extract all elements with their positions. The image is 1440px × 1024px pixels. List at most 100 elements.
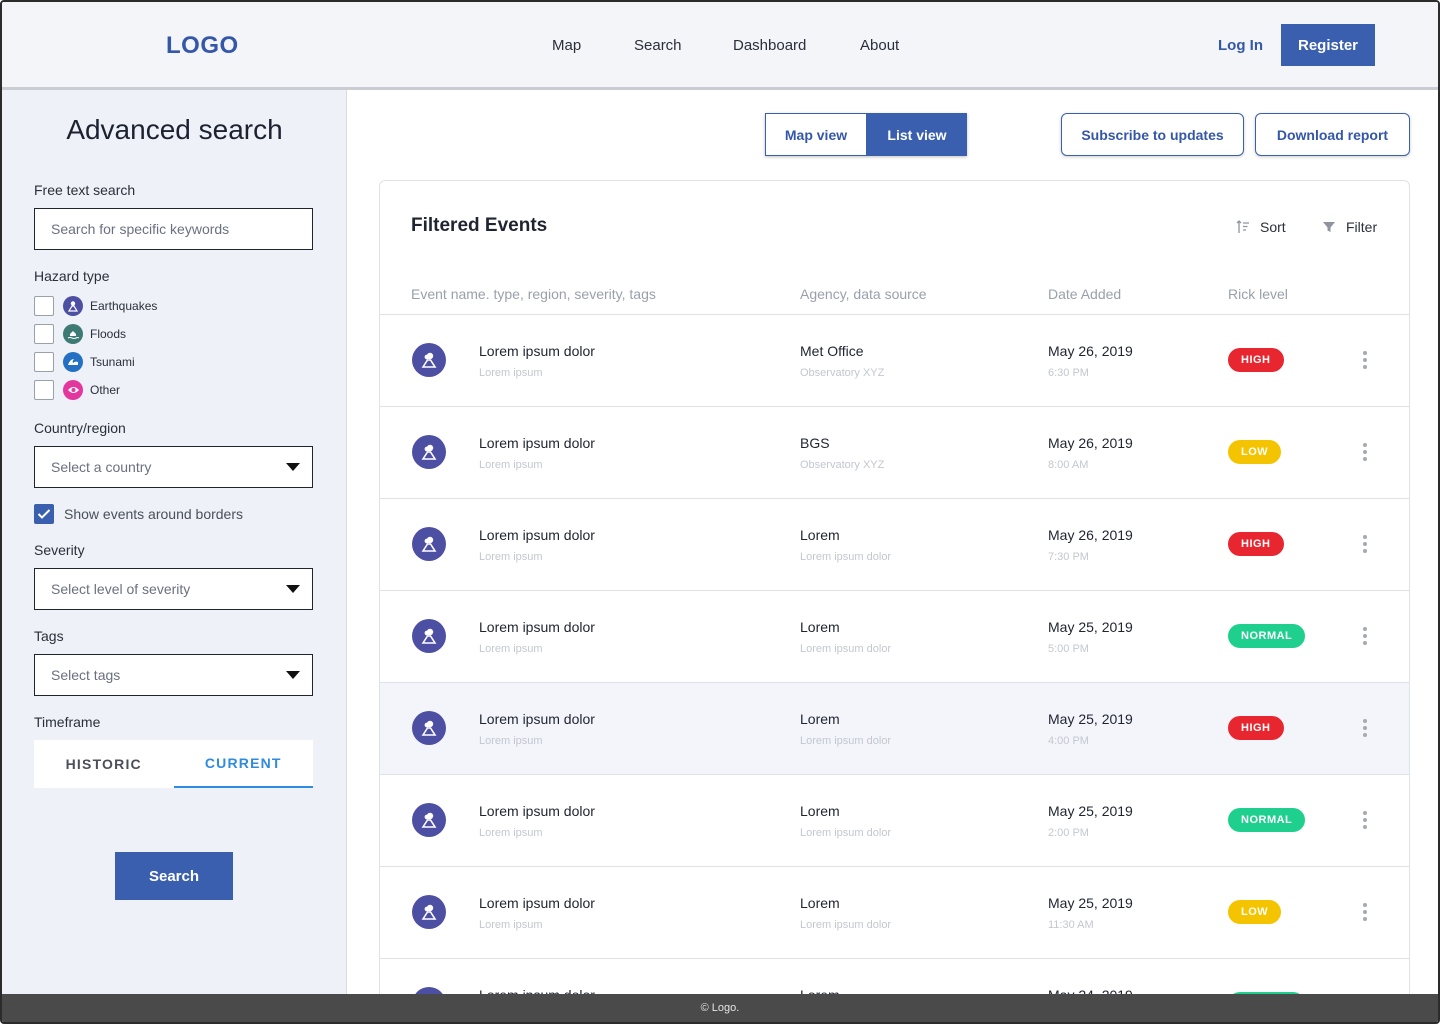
event-name[interactable]: Lorem ipsum dolor	[479, 895, 595, 911]
floods-label: Floods	[90, 327, 127, 341]
event-source: Lorem ipsum dolor	[800, 643, 892, 655]
event-source: Lorem ipsum dolor	[800, 735, 892, 747]
login-link[interactable]: Log In	[1218, 37, 1263, 54]
event-name[interactable]: Lorem ipsum dolor	[479, 527, 595, 543]
volcano-icon	[412, 619, 446, 653]
chevron-down-icon	[286, 585, 300, 593]
event-name[interactable]: Lorem ipsum dolor	[479, 803, 595, 819]
event-time: 2:00 PM	[1048, 827, 1089, 839]
table-row[interactable]: Lorem ipsum dolor Lorem ipsum Lorem Lorem i…	[380, 775, 1409, 867]
event-agency: BGS	[800, 435, 830, 451]
event-date: May 26, 2019	[1048, 435, 1133, 451]
earthquakes-checkbox[interactable]	[34, 296, 54, 316]
free-text-search-input[interactable]: Search for specific keywords	[34, 208, 313, 250]
other-checkbox[interactable]	[34, 380, 54, 400]
tsunami-checkbox[interactable]	[34, 352, 54, 372]
column-header-risk[interactable]: Rick level	[1228, 286, 1288, 302]
more-options-icon[interactable]	[1363, 811, 1367, 829]
subscribe-button[interactable]: Subscribe to updates	[1061, 113, 1244, 156]
event-agency: Met Office	[800, 343, 864, 359]
table-row[interactable]: Lorem ipsum dolor Lorem ipsum Lorem Lorem i…	[380, 591, 1409, 683]
filter-label: Filter	[1346, 219, 1378, 235]
hazard-type-label: Hazard type	[34, 268, 110, 284]
more-options-icon[interactable]	[1363, 351, 1367, 369]
search-button[interactable]: Search	[115, 852, 233, 900]
hazard-option-other[interactable]: Other	[34, 380, 120, 400]
borders-checkbox[interactable]	[34, 504, 54, 524]
filter-icon	[1323, 222, 1335, 232]
volcano-icon	[412, 343, 446, 377]
more-options-icon[interactable]	[1363, 535, 1367, 553]
more-options-icon[interactable]	[1363, 719, 1367, 737]
hazard-option-tsunami[interactable]: Tsunami	[34, 352, 135, 372]
volcano-icon	[63, 296, 83, 316]
table-row[interactable]: Lorem ipsum dolor Lorem ipsum Lorem Lorem i…	[380, 499, 1409, 591]
more-options-icon[interactable]	[1363, 903, 1367, 921]
tags-select[interactable]: Select tags	[34, 654, 313, 696]
severity-select[interactable]: Select level of severity	[34, 568, 313, 610]
event-subtitle: Lorem ipsum	[479, 919, 543, 931]
volcano-icon	[412, 711, 446, 745]
nav-link-search[interactable]: Search	[634, 37, 682, 54]
register-button[interactable]: Register	[1281, 24, 1375, 66]
event-name[interactable]: Lorem ipsum dolor	[479, 711, 595, 727]
volcano-icon	[412, 527, 446, 561]
country-label: Country/region	[34, 420, 126, 436]
tags-select-value: Select tags	[51, 667, 121, 683]
event-subtitle: Lorem ipsum	[479, 367, 543, 379]
chevron-down-icon	[286, 463, 300, 471]
hazard-option-earthquakes[interactable]: Earthquakes	[34, 296, 157, 316]
timeframe-label: Timeframe	[34, 714, 101, 730]
header-divider	[380, 314, 1409, 315]
tags-label: Tags	[34, 628, 64, 644]
country-select[interactable]: Select a country	[34, 446, 313, 488]
borders-label: Show events around borders	[64, 506, 243, 522]
event-time: 7:30 PM	[1048, 551, 1089, 563]
nav-link-map[interactable]: Map	[552, 37, 582, 54]
more-options-icon[interactable]	[1363, 443, 1367, 461]
event-source: Lorem ipsum dolor	[800, 551, 892, 563]
column-header-agency[interactable]: Agency, data source	[800, 286, 927, 302]
table-row[interactable]: Lorem ipsum dolor Lorem ipsum Met Office Ob…	[380, 315, 1409, 407]
logo[interactable]: LOGO	[166, 32, 239, 59]
table-row[interactable]: Lorem ipsum dolor Lorem ipsum Lorem Lorem i…	[380, 683, 1409, 775]
event-name[interactable]: Lorem ipsum dolor	[479, 343, 595, 359]
eye-icon	[63, 380, 83, 400]
floods-checkbox[interactable]	[34, 324, 54, 344]
timeframe-current-tab[interactable]: CURRENT	[173, 740, 313, 788]
event-source: Observatory XYZ	[800, 367, 885, 379]
event-source: Lorem ipsum dolor	[800, 827, 892, 839]
earthquakes-label: Earthquakes	[90, 299, 158, 313]
column-header-date[interactable]: Date Added	[1048, 286, 1122, 302]
event-subtitle: Lorem ipsum	[479, 643, 543, 655]
free-text-label: Free text search	[34, 182, 136, 198]
sidebar-title: Advanced search	[66, 114, 283, 145]
event-name[interactable]: Lorem ipsum dolor	[479, 435, 595, 451]
chevron-down-icon	[286, 671, 300, 679]
nav-link-dashboard[interactable]: Dashboard	[733, 37, 807, 54]
column-header-event[interactable]: Event name. type, region, severity, tags	[411, 286, 656, 302]
risk-badge: NORMAL	[1228, 808, 1306, 832]
table-row[interactable]: Lorem ipsum dolor Lorem ipsum Lorem Lorem i…	[380, 867, 1409, 959]
event-subtitle: Lorem ipsum	[479, 827, 543, 839]
timeframe-historic-tab[interactable]: HISTORIC	[65, 756, 142, 772]
timeframe-toggle: HISTORIC CURRENT	[34, 740, 313, 788]
table-row[interactable]: Lorem ipsum dolor Lorem ipsum BGS Observato…	[380, 407, 1409, 499]
list-view-button[interactable]: List view	[867, 113, 967, 156]
top-header: LOGO Map Search Dashboard About Log In R…	[2, 2, 1438, 90]
filter-button[interactable]: Filter	[1322, 219, 1377, 235]
map-view-button[interactable]: Map view	[765, 113, 867, 156]
more-options-icon[interactable]	[1363, 627, 1367, 645]
event-name[interactable]: Lorem ipsum dolor	[479, 619, 595, 635]
severity-select-value: Select level of severity	[51, 581, 191, 597]
panel-title: Filtered Events	[411, 215, 548, 236]
download-report-button[interactable]: Download report	[1255, 113, 1410, 156]
hazard-option-floods[interactable]: Floods	[34, 324, 126, 344]
event-time: 6:30 PM	[1048, 367, 1089, 379]
event-source: Lorem ipsum dolor	[800, 919, 892, 931]
risk-badge: HIGH	[1228, 716, 1284, 740]
risk-badge: LOW	[1228, 440, 1282, 464]
event-agency: Lorem	[800, 803, 840, 819]
sort-button[interactable]: Sort	[1236, 219, 1286, 235]
nav-link-about[interactable]: About	[860, 37, 900, 54]
